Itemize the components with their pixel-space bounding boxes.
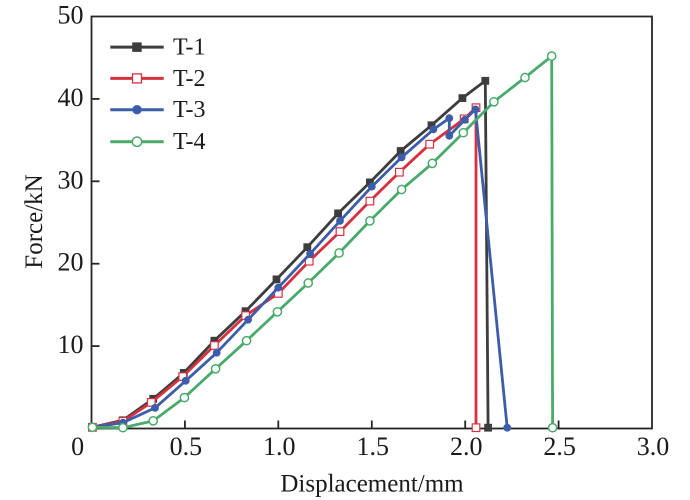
svg-text:40: 40 — [58, 83, 84, 112]
svg-text:2.0: 2.0 — [450, 432, 483, 461]
svg-text:T-1: T-1 — [173, 35, 205, 61]
svg-text:1.0: 1.0 — [263, 432, 296, 461]
svg-text:T-3: T-3 — [173, 97, 205, 123]
svg-text:30: 30 — [58, 165, 84, 194]
svg-text:0: 0 — [71, 432, 84, 461]
svg-text:Displacement/mm: Displacement/mm — [280, 471, 464, 498]
svg-text:3.0: 3.0 — [637, 432, 670, 461]
svg-text:Force/kN: Force/kN — [21, 174, 48, 268]
svg-text:1.5: 1.5 — [357, 432, 390, 461]
svg-text:20: 20 — [58, 248, 84, 277]
svg-text:T-4: T-4 — [173, 129, 205, 155]
svg-text:50: 50 — [58, 1, 84, 30]
svg-text:T-2: T-2 — [173, 66, 205, 92]
svg-text:2.5: 2.5 — [543, 432, 576, 461]
svg-text:10: 10 — [58, 330, 84, 359]
svg-text:0.5: 0.5 — [170, 432, 203, 461]
